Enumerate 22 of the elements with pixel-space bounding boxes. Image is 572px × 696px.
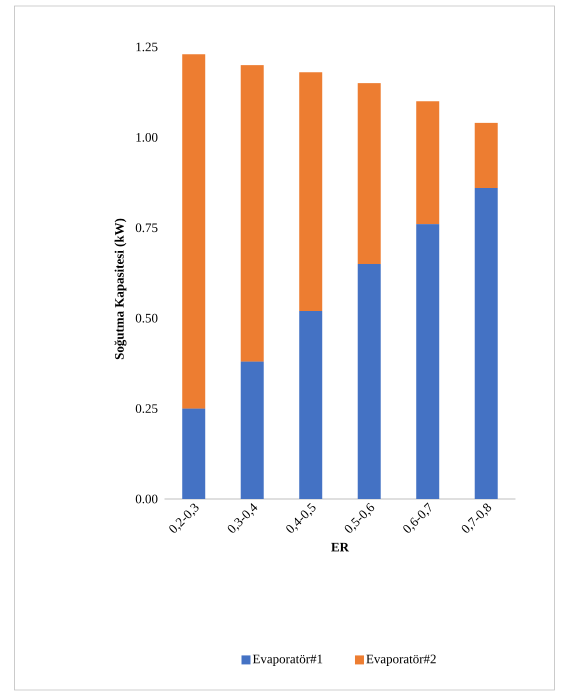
y-tick-label: 1.00	[136, 132, 158, 142]
bar	[416, 101, 439, 224]
bar	[240, 65, 264, 362]
bar	[182, 54, 205, 409]
bar	[298, 72, 322, 311]
legend-label: Evaporatör#1	[252, 654, 322, 666]
y-tick-label: 0.50	[136, 314, 158, 323]
legend-label: Evaporatör#2	[366, 654, 436, 666]
bar	[182, 408, 205, 499]
bar	[416, 224, 439, 499]
x-axis-title: ER	[330, 542, 349, 552]
bar	[357, 83, 380, 264]
y-tick-label: 1.25	[136, 42, 158, 52]
bar	[240, 362, 264, 499]
y-tick-label: 0.25	[136, 404, 158, 413]
bar	[474, 122, 498, 188]
y-axis-title: Soğutma Kapasitesi (kW)	[114, 218, 126, 360]
bar	[298, 310, 322, 499]
bar	[474, 188, 498, 499]
y-tick-label: 0.75	[136, 223, 158, 232]
bar	[357, 264, 380, 499]
y-tick-label: 0.00	[136, 494, 158, 504]
